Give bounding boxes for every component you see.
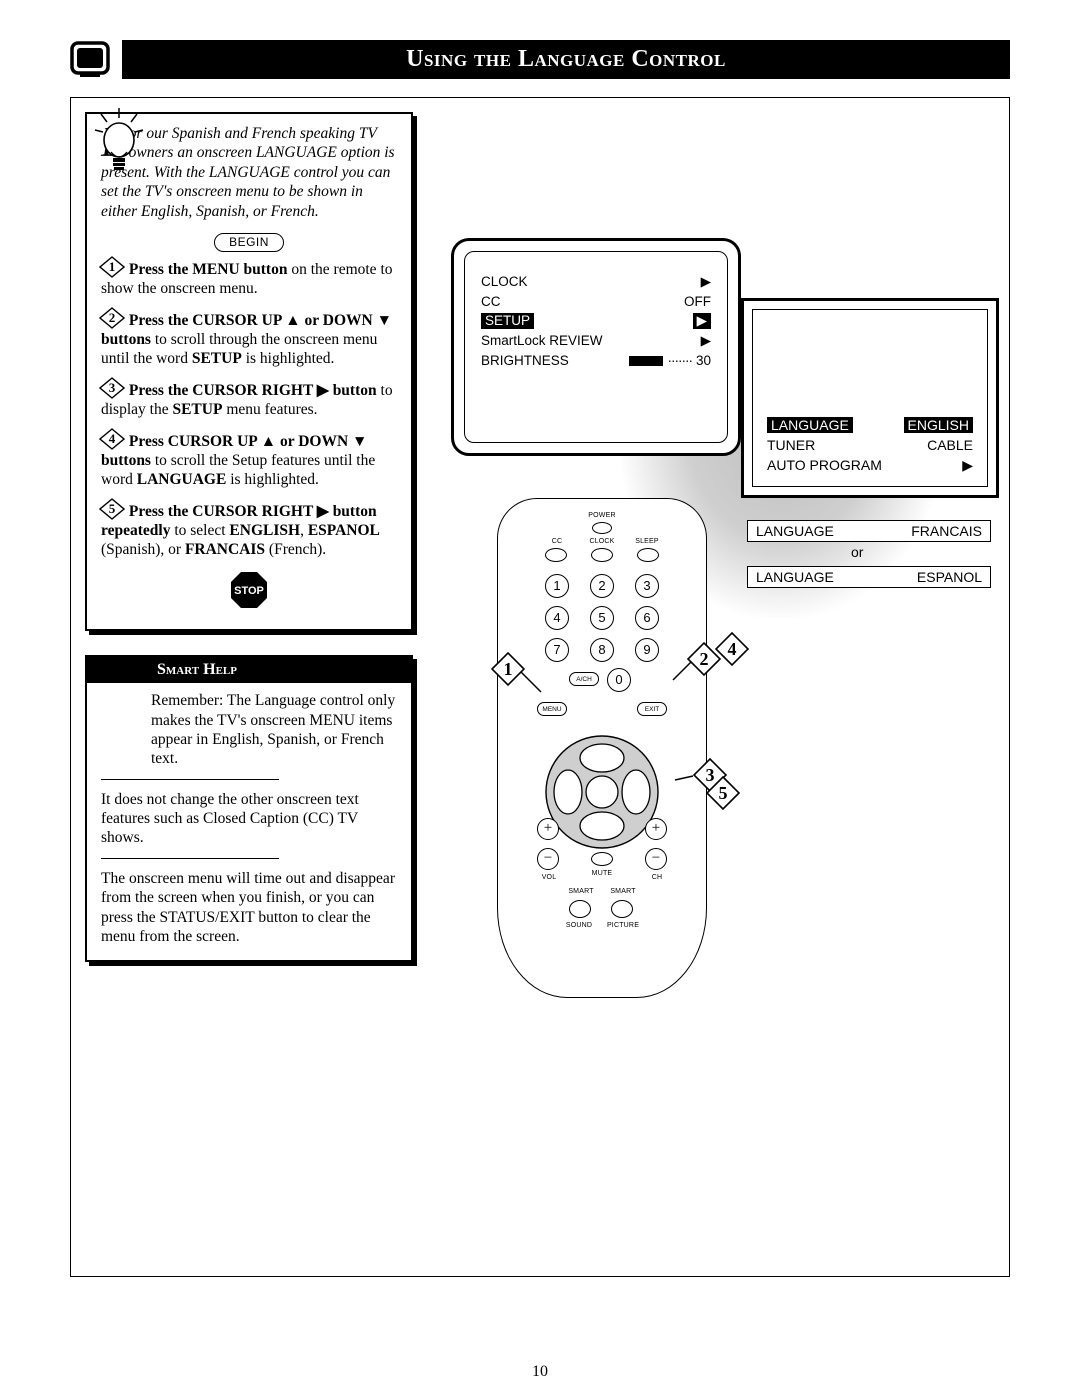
svg-text:1: 1: [109, 259, 116, 274]
or-label: or: [851, 544, 863, 560]
sleep-label: SLEEP: [629, 538, 665, 545]
num-9[interactable]: 9: [635, 638, 659, 662]
step-number-diamond: 4: [101, 430, 125, 448]
clock-label: CLOCK: [584, 538, 620, 545]
vol-down[interactable]: −: [537, 848, 559, 870]
content-frame: F or our Spanish and French speaking TV …: [70, 97, 1010, 1277]
num-0[interactable]: 0: [607, 668, 631, 692]
callout-5: 5: [703, 776, 735, 808]
picture-label: PICTURE: [605, 922, 641, 929]
step-number-diamond: 3: [101, 379, 125, 397]
mute-button[interactable]: [591, 852, 613, 866]
num-5[interactable]: 5: [590, 606, 614, 630]
ch-label: CH: [639, 874, 675, 881]
menu-row: SmartLock REVIEW▶: [481, 331, 711, 351]
svg-text:5: 5: [109, 501, 116, 516]
step-number-diamond: 1: [101, 258, 125, 276]
smart-label-1: SMART: [563, 888, 599, 895]
smart-help-p1: Remember: The Language control only make…: [101, 691, 397, 769]
step-3: 3 Press the CURSOR RIGHT ▶ button to dis…: [101, 379, 397, 420]
setup-row-highlighted: LANGUAGEENGLISH: [763, 415, 977, 435]
language-option-francais: LANGUAGEFRANCAIS: [747, 520, 991, 542]
smart-help-box: Smart Help: [85, 655, 413, 962]
divider: [101, 858, 279, 859]
stop-text: STOP: [234, 585, 264, 597]
num-6[interactable]: 6: [635, 606, 659, 630]
smart-help-p2: It does not change the other onscreen te…: [101, 790, 397, 848]
svg-text:2: 2: [109, 310, 116, 325]
diagram: CLOCK▶ CCOFF SETUP▶ SmartLock REVIEW▶ BR…: [441, 238, 1001, 1018]
tv-icon: [70, 41, 110, 79]
smart-label-2: SMART: [605, 888, 641, 895]
page-header: Using the Language Control: [70, 40, 1010, 79]
power-label: POWER: [584, 512, 620, 519]
manual-page: Using the Language Control F or our Span…: [0, 0, 1080, 1397]
page-title: Using the Language Control: [122, 40, 1010, 79]
step-2: 2 Press the CURSOR UP ▲ or DOWN ▼ button…: [101, 309, 397, 369]
instruction-box: F or our Spanish and French speaking TV …: [85, 112, 413, 631]
ch-down[interactable]: −: [645, 848, 667, 870]
cursor-pad[interactable]: [544, 734, 660, 850]
svg-text:5: 5: [719, 783, 728, 803]
vol-up[interactable]: +: [537, 818, 559, 840]
tv-menu: CLOCK▶ CCOFF SETUP▶ SmartLock REVIEW▶ BR…: [464, 251, 728, 443]
step-number-diamond: 5: [101, 500, 125, 518]
menu-row: BRIGHTNESS ······· 30: [481, 351, 711, 370]
ach-button[interactable]: A/CH: [569, 672, 599, 686]
num-3[interactable]: 3: [635, 574, 659, 598]
sound-label: SOUND: [561, 922, 597, 929]
smart-picture-button[interactable]: [611, 900, 633, 918]
stop-badge: STOP: [229, 570, 269, 615]
cc-label: CC: [539, 538, 575, 545]
num-7[interactable]: 7: [545, 638, 569, 662]
step-number-diamond: 2: [101, 309, 125, 327]
mute-label: MUTE: [584, 870, 620, 877]
clock-button[interactable]: [591, 548, 613, 562]
setup-submenu: LANGUAGEENGLISH TUNERCABLE AUTO PROGRAM▶: [741, 298, 999, 498]
power-button[interactable]: [592, 522, 612, 534]
smart-help-heading: Smart Help: [87, 657, 411, 683]
brightness-slider: ······· 30: [629, 353, 711, 368]
svg-text:1: 1: [504, 659, 513, 679]
exit-button[interactable]: EXIT: [637, 702, 667, 716]
diagram-column: CLOCK▶ CCOFF SETUP▶ SmartLock REVIEW▶ BR…: [441, 238, 1001, 1018]
num-2[interactable]: 2: [590, 574, 614, 598]
callout-1: 1: [491, 652, 523, 684]
smart-help-p3: The onscreen menu will time out and disa…: [101, 869, 397, 947]
setup-row: TUNERCABLE: [763, 435, 977, 455]
svg-text:4: 4: [109, 431, 116, 446]
lightbulb-icon: [91, 108, 147, 178]
step-4: 4 Press CURSOR UP ▲ or DOWN ▼ buttons to…: [101, 430, 397, 490]
svg-text:4: 4: [728, 639, 737, 659]
svg-text:3: 3: [109, 380, 116, 395]
setup-row: AUTO PROGRAM▶: [763, 455, 977, 476]
num-8[interactable]: 8: [590, 638, 614, 662]
callout-3: 3: [673, 758, 705, 790]
vol-label: VOL: [531, 874, 567, 881]
instructions-column: F or our Spanish and French speaking TV …: [85, 112, 413, 962]
page-number: 10: [0, 1363, 1080, 1381]
language-option-espanol: LANGUAGEESPANOL: [747, 566, 991, 588]
divider: [101, 779, 279, 780]
menu-row: CCOFF: [481, 292, 711, 311]
smart-help-body: Remember: The Language control only make…: [87, 683, 411, 960]
remote-control: POWER CC CLOCK SLEEP 1 2 3 4 5 6: [497, 498, 707, 998]
step-5: 5 Press the CURSOR RIGHT ▶ button repeat…: [101, 500, 397, 560]
num-1[interactable]: 1: [545, 574, 569, 598]
tv-screen: CLOCK▶ CCOFF SETUP▶ SmartLock REVIEW▶ BR…: [451, 238, 741, 456]
begin-badge: BEGIN: [214, 233, 284, 252]
sleep-button[interactable]: [637, 548, 659, 562]
step-1: 1 Press the MENU button on the remote to…: [101, 258, 397, 299]
menu-row-highlighted: SETUP▶: [481, 311, 711, 331]
callout-4: 4: [697, 632, 729, 664]
num-4[interactable]: 4: [545, 606, 569, 630]
ch-up[interactable]: +: [645, 818, 667, 840]
cc-button[interactable]: [545, 548, 567, 562]
smart-sound-button[interactable]: [569, 900, 591, 918]
menu-row: CLOCK▶: [481, 272, 711, 292]
